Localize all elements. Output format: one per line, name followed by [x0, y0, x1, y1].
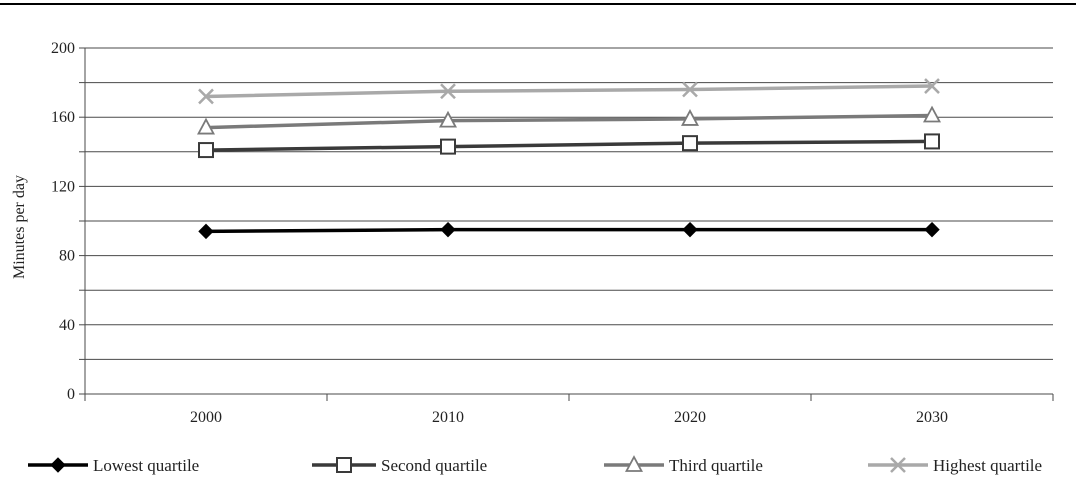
series-line [205, 113, 933, 130]
y-tick-label: 160 [51, 109, 75, 126]
y-tick-label: 120 [51, 178, 75, 195]
data-point-marker [198, 88, 214, 105]
legend-item: Second quartile [312, 456, 487, 475]
data-point-marker [440, 138, 456, 155]
data-point-marker [198, 223, 214, 240]
data-point-marker [682, 221, 698, 238]
series-line [205, 227, 932, 234]
x-tick-label: 2000 [190, 409, 222, 426]
legend-item: Lowest quartile [28, 456, 199, 475]
data-point-marker [196, 117, 216, 135]
legend-item: Third quartile [604, 455, 763, 475]
data-point-marker [680, 109, 700, 126]
legend-swatch-marker [50, 457, 66, 473]
data-point-marker [924, 78, 940, 94]
series-line [205, 139, 933, 152]
data-point-marker [438, 110, 458, 128]
y-tick-label: 40 [59, 317, 75, 334]
data-point-marker [682, 135, 698, 152]
series-layer [196, 78, 942, 240]
legend-swatch-marker [624, 455, 644, 472]
grid [85, 47, 1053, 360]
y-tick-label: 0 [67, 386, 75, 403]
legend-swatch-marker [336, 457, 352, 473]
x-tick-label: 2010 [432, 409, 464, 426]
series-3 [196, 105, 942, 135]
y-tick-label: 200 [51, 40, 75, 57]
data-point-marker [682, 81, 698, 98]
series-line [205, 84, 933, 99]
data-point-marker [440, 83, 456, 100]
legend: Lowest quartile Second quartile Third quar… [28, 455, 1042, 475]
legend-label: Highest quartile [933, 456, 1042, 475]
y-tick-label: 80 [59, 248, 75, 265]
legend-item: Highest quartile [868, 456, 1042, 475]
series-4 [198, 78, 940, 105]
x-tick-label: 2020 [674, 409, 706, 426]
data-point-marker [922, 105, 942, 123]
data-point-marker [440, 221, 456, 238]
series-2 [198, 133, 940, 159]
legend-label: Second quartile [381, 456, 487, 475]
y-axis-title: Minutes per day [11, 175, 28, 279]
data-point-marker [198, 142, 214, 159]
legend-label: Lowest quartile [93, 456, 199, 475]
data-point-marker [924, 133, 940, 150]
data-point-marker [924, 221, 940, 238]
axes: 0 40 80 120 160 200 2000 2010 2020 2030 [51, 40, 1054, 426]
x-tick-label: 2030 [916, 409, 948, 426]
legend-swatch-marker [890, 457, 906, 473]
series-1 [198, 221, 940, 240]
legend-label: Third quartile [669, 456, 763, 475]
